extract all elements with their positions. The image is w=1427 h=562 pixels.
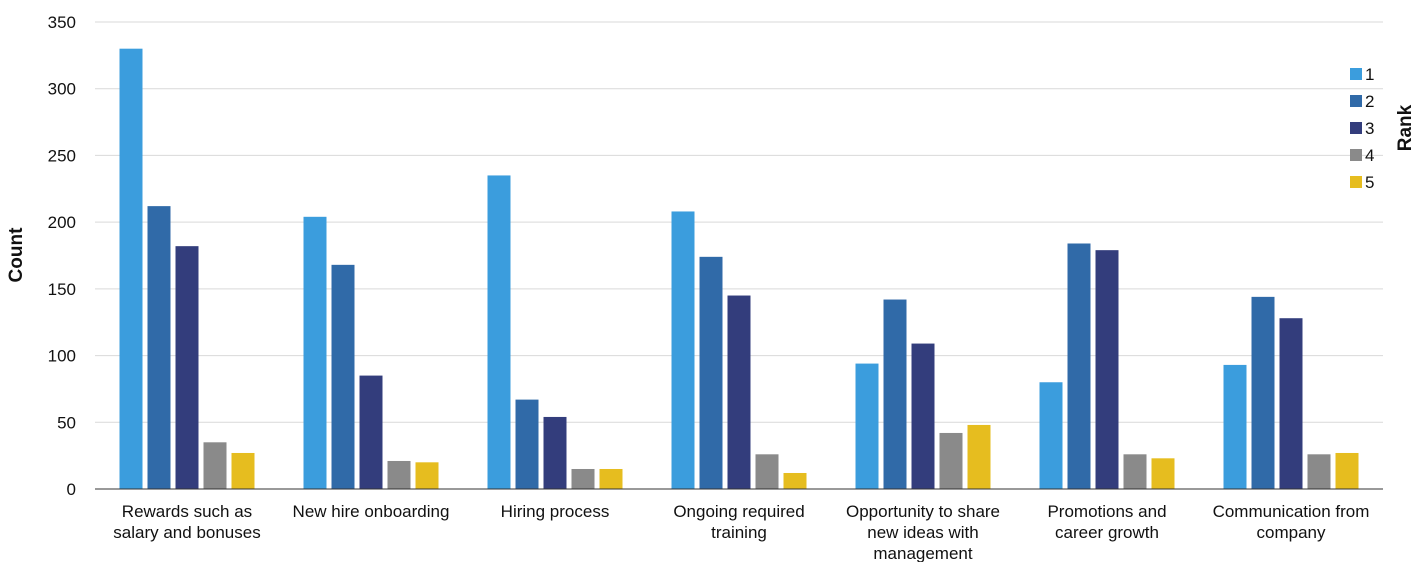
y-tick-label: 300 [48, 80, 76, 99]
bar-rank-4-cat-6 [1307, 454, 1331, 489]
legend: 1 2 3 4 5 [1350, 65, 1374, 192]
x-category-label-line: Rewards such as [122, 502, 252, 521]
y-tick-label: 50 [57, 413, 76, 432]
bar-rank-5-cat-3 [783, 472, 807, 489]
bar-rank-5-cat-0 [231, 452, 255, 489]
x-category-labels: Rewards such as salary and bonuses New hir… [113, 502, 1369, 562]
legend-label-4: 4 [1365, 146, 1374, 165]
x-category-label: New hire onboarding [293, 502, 450, 521]
bar-rank-4-cat-4 [939, 432, 963, 489]
bar-rank-4-cat-3 [755, 454, 779, 489]
bar-rank-4-cat-2 [571, 468, 595, 489]
y-tick-label: 200 [48, 213, 76, 232]
y-tick-label: 250 [48, 146, 76, 165]
bar-rank-2-cat-0 [147, 206, 171, 490]
x-category-label-line: Communication from [1213, 502, 1370, 521]
y-tick-labels: 0 50 100 150 200 250 300 350 [48, 13, 76, 499]
x-category-label-line: New hire onboarding [293, 502, 450, 521]
legend-swatch-4 [1350, 149, 1362, 161]
legend-swatch-2 [1350, 95, 1362, 107]
legend-swatch-5 [1350, 176, 1362, 188]
x-category-label-line: Ongoing required [673, 502, 804, 521]
bar-rank-4-cat-1 [387, 460, 411, 489]
bar-rank-3-cat-1 [359, 375, 383, 489]
bar-rank-5-cat-5 [1151, 458, 1175, 489]
legend-label-5: 5 [1365, 173, 1374, 192]
bar-rank-4-cat-0 [203, 442, 227, 489]
bar-rank-5-cat-6 [1335, 452, 1359, 489]
bar-rank-5-cat-1 [415, 462, 439, 489]
x-category-label-line: training [711, 523, 767, 542]
bar-rank-3-cat-3 [727, 295, 751, 489]
bar-rank-1-cat-6 [1223, 364, 1247, 489]
x-category-label-line: career growth [1055, 523, 1159, 542]
x-category-label: Hiring process [501, 502, 610, 521]
x-category-label-line: Promotions and [1047, 502, 1166, 521]
bar-rank-3-cat-5 [1095, 250, 1119, 489]
legend-title: Rank [1395, 104, 1416, 151]
bar-rank-5-cat-2 [599, 468, 623, 489]
bar-rank-3-cat-4 [911, 343, 935, 489]
x-category-label-line: salary and bonuses [113, 523, 260, 542]
x-category-label: Promotions and career growth [1047, 502, 1166, 542]
bar-rank-5-cat-4 [967, 424, 991, 489]
bar-rank-3-cat-6 [1279, 318, 1303, 489]
bar-rank-3-cat-2 [543, 416, 567, 489]
bar-rank-4-cat-5 [1123, 454, 1147, 489]
bar-rank-1-cat-4 [855, 363, 879, 489]
bar-rank-2-cat-5 [1067, 243, 1091, 489]
legend-label-1: 1 [1365, 65, 1374, 84]
bar-rank-2-cat-1 [331, 264, 355, 489]
bar-rank-1-cat-1 [303, 216, 327, 489]
legend-swatch-3 [1350, 122, 1362, 134]
bar-rank-2-cat-4 [883, 299, 907, 489]
x-category-label: Ongoing required training [673, 502, 804, 542]
x-category-label: Rewards such as salary and bonuses [113, 502, 260, 542]
x-category-label-line: Opportunity to share [846, 502, 1000, 521]
bar-rank-3-cat-0 [175, 246, 199, 489]
y-tick-label: 350 [48, 13, 76, 32]
y-tick-label: 100 [48, 347, 76, 366]
bar-rank-1-cat-2 [487, 175, 511, 489]
bar-rank-2-cat-3 [699, 256, 723, 489]
x-category-label-line: new ideas with [867, 523, 979, 542]
y-axis-title: Count [6, 227, 27, 283]
legend-swatch-1 [1350, 68, 1362, 80]
x-category-label-line: company [1257, 523, 1326, 542]
bars [119, 48, 1359, 490]
bar-rank-1-cat-3 [671, 211, 695, 489]
bar-rank-1-cat-0 [119, 48, 143, 489]
x-category-label: Communication from company [1213, 502, 1370, 542]
x-category-label-line: management [873, 544, 973, 562]
y-tick-label: 0 [67, 480, 76, 499]
bar-rank-2-cat-6 [1251, 296, 1275, 489]
legend-label-3: 3 [1365, 119, 1374, 138]
bar-rank-1-cat-5 [1039, 382, 1063, 489]
legend-label-2: 2 [1365, 92, 1374, 111]
x-category-label: Opportunity to share new ideas with manage… [846, 502, 1000, 562]
x-category-label-line: Hiring process [501, 502, 610, 521]
bar-rank-2-cat-2 [515, 399, 539, 489]
y-tick-label: 150 [48, 280, 76, 299]
